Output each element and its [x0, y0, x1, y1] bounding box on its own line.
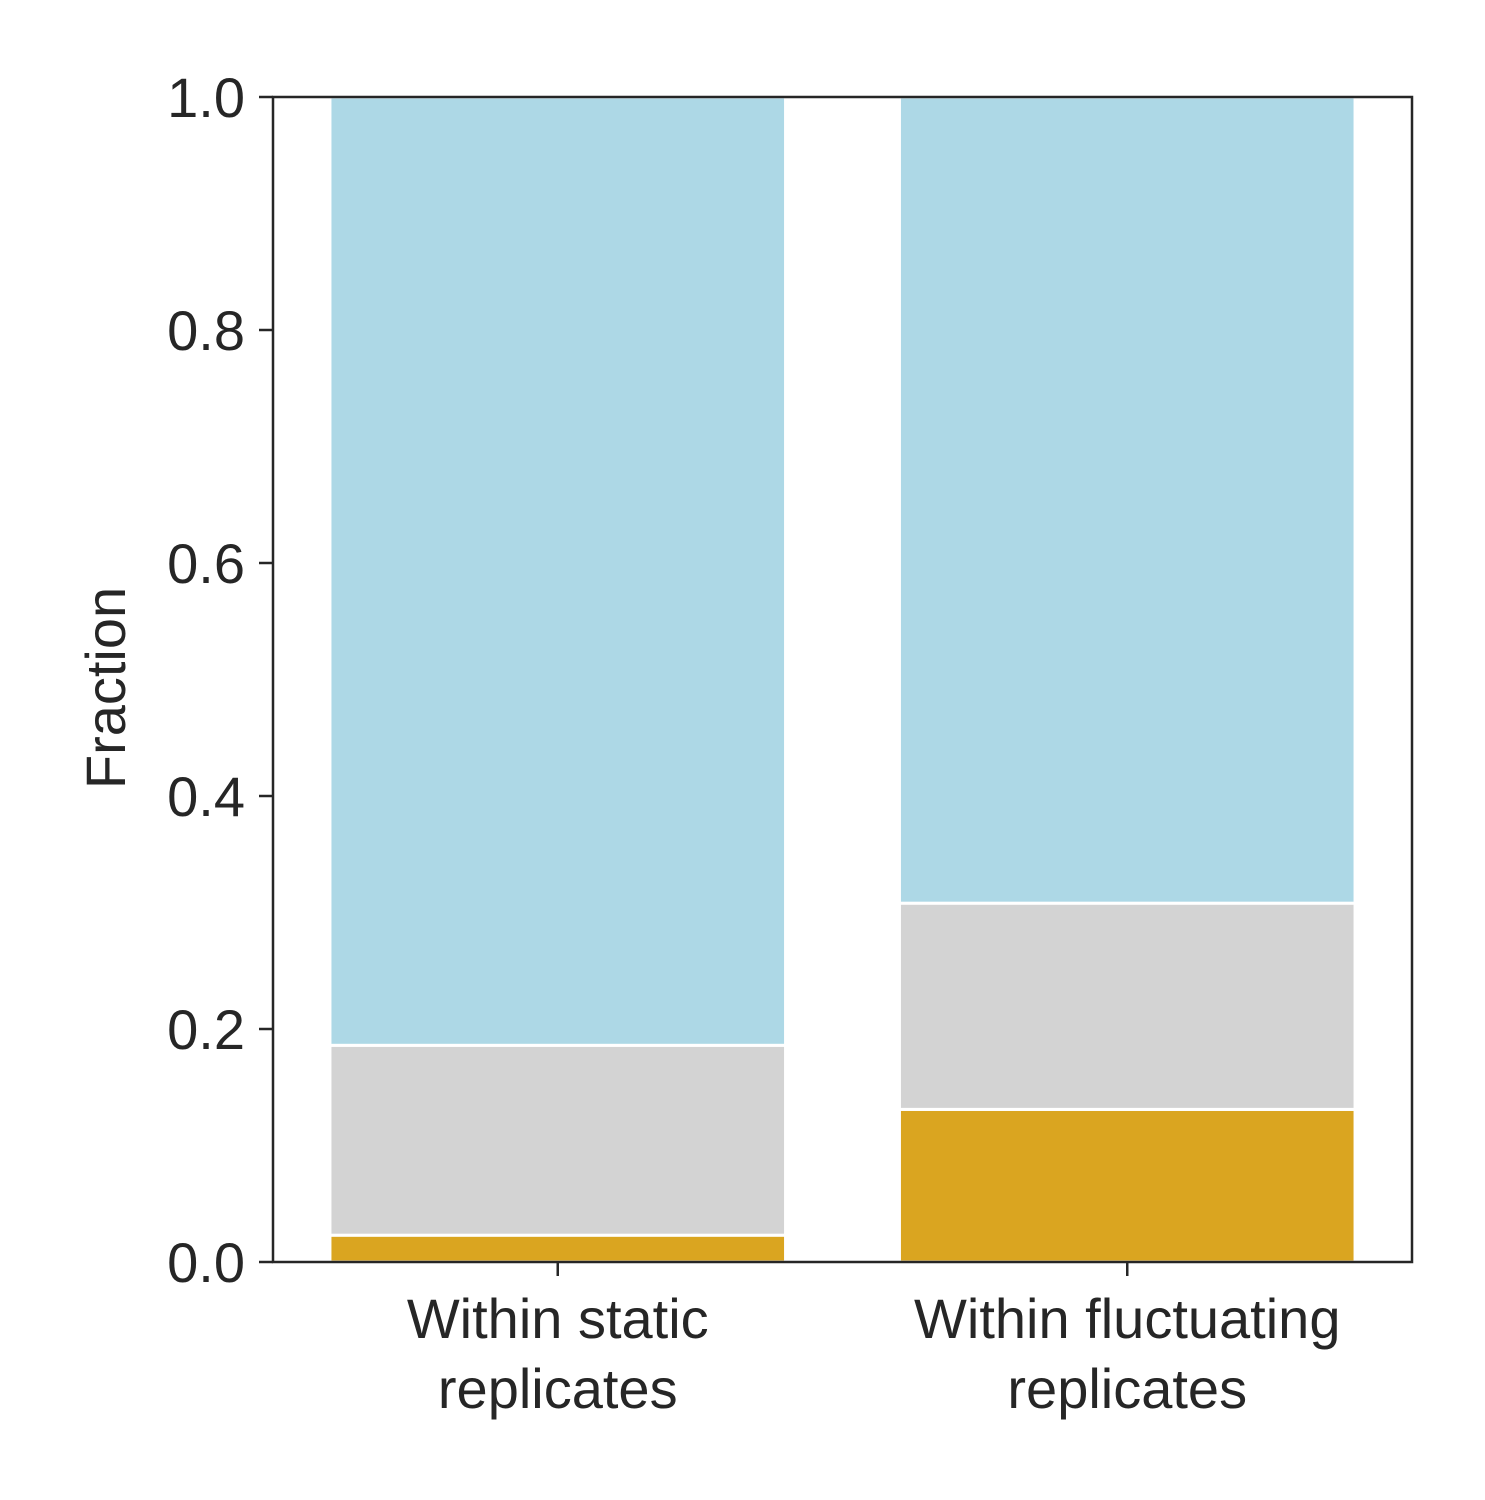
- bar-segment-0-2: [328, 95, 788, 1047]
- x-tick-label: Within fluctuating: [914, 1287, 1340, 1350]
- axes-frame: [271, 95, 1414, 1264]
- bar-segment-1-2: [897, 95, 1357, 905]
- y-tick-label: 0.8: [167, 299, 245, 362]
- y-axis-title: Fraction: [74, 587, 137, 789]
- y-tick-label: 0.0: [167, 1231, 245, 1294]
- y-tick-label: 0.2: [167, 998, 245, 1061]
- x-axis: Within static replicates Within fluctuatin…: [407, 1262, 1340, 1420]
- x-tick-label: replicates: [438, 1357, 678, 1420]
- bar-segment-1-0: [897, 1107, 1357, 1264]
- bar-segment-0-1: [328, 1043, 788, 1237]
- y-tick-label: 1.0: [167, 66, 245, 129]
- y-tick-label: 0.6: [167, 532, 245, 595]
- bar-segment-0-0: [328, 1233, 788, 1264]
- bar-segment-1-1: [897, 901, 1357, 1111]
- bars-group: [328, 95, 1357, 1264]
- x-tick-label: Within static: [407, 1287, 709, 1350]
- y-tick-label: 0.4: [167, 765, 245, 828]
- x-tick-label: replicates: [1007, 1357, 1247, 1420]
- y-axis: 0.0 0.2 0.4 0.6 0.8 1.0: [167, 66, 273, 1294]
